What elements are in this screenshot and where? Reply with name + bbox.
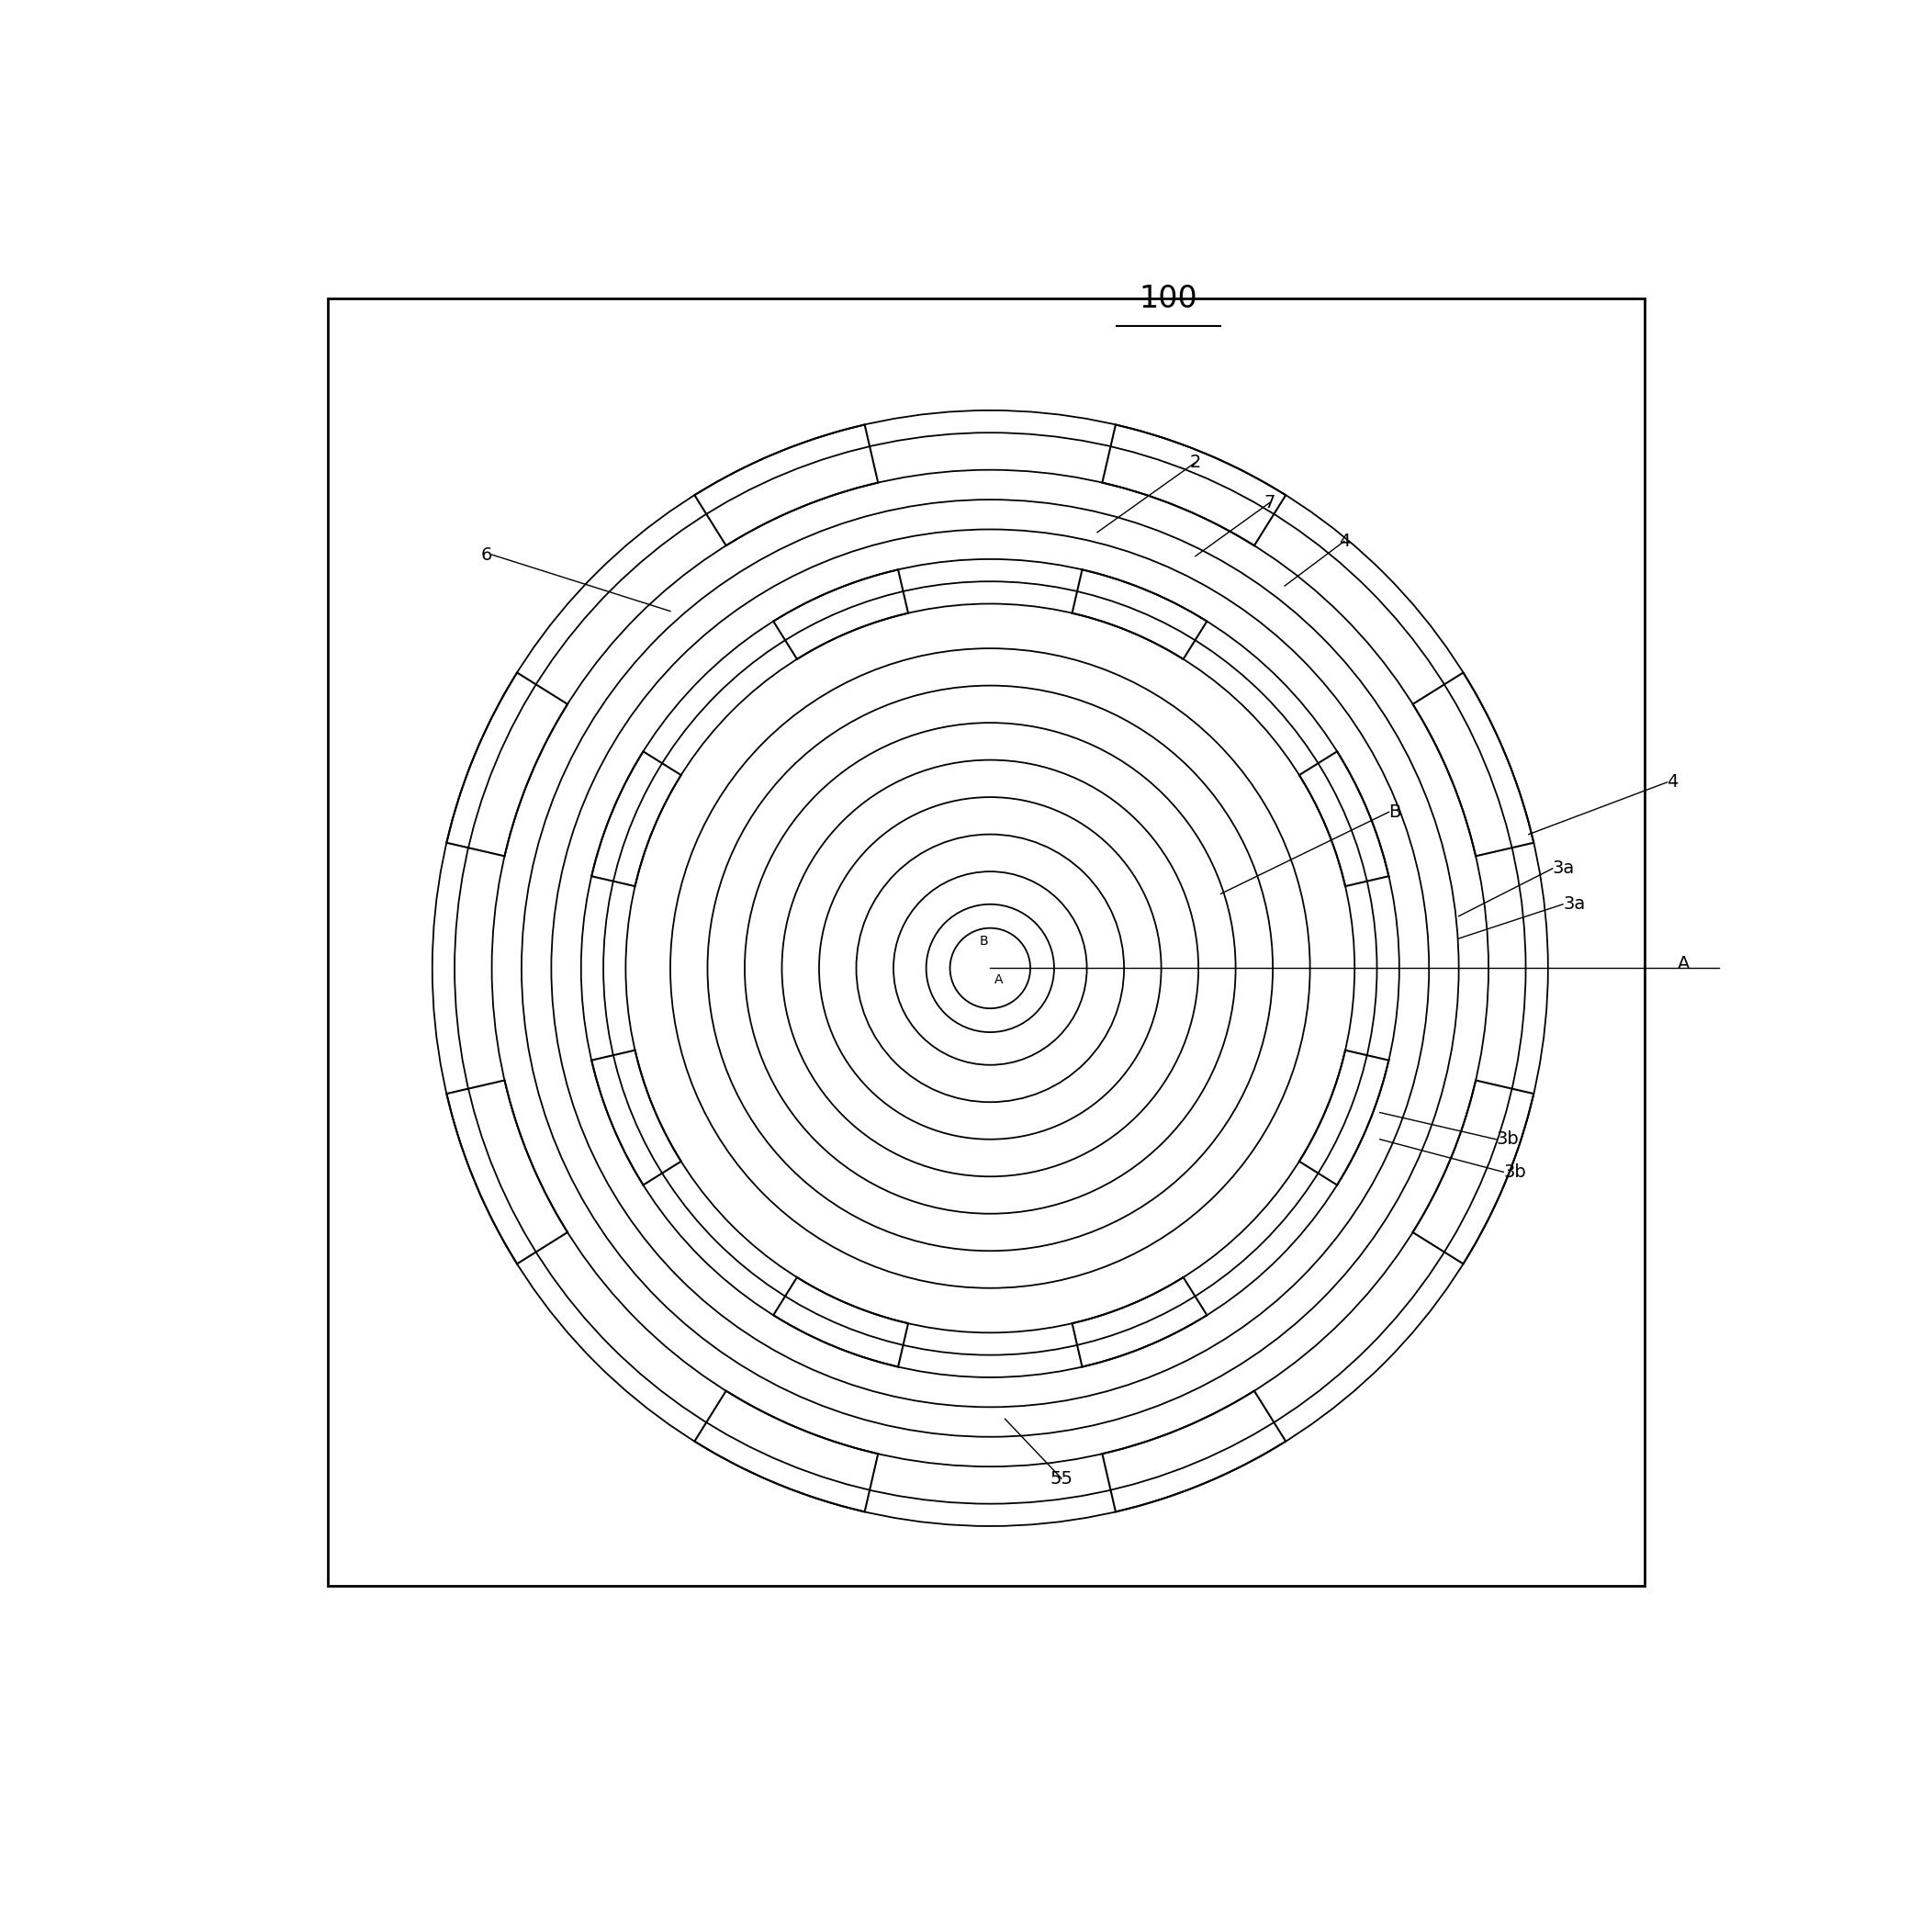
Text: B: B [980,935,989,949]
Text: B: B [1389,804,1401,821]
Text: A: A [995,974,1003,987]
Text: 2: 2 [1190,454,1202,471]
Text: 100: 100 [1140,284,1198,313]
Text: A: A [1677,954,1690,972]
Text: 6: 6 [481,547,493,564]
Text: 3a: 3a [1553,860,1575,877]
Text: 55: 55 [1051,1470,1072,1488]
Text: 4: 4 [1667,773,1679,790]
Text: 3b: 3b [1495,1130,1519,1148]
Text: 3b: 3b [1503,1163,1526,1180]
Text: 3a: 3a [1563,896,1584,914]
Text: 7: 7 [1264,495,1275,512]
Text: 4: 4 [1339,533,1350,551]
